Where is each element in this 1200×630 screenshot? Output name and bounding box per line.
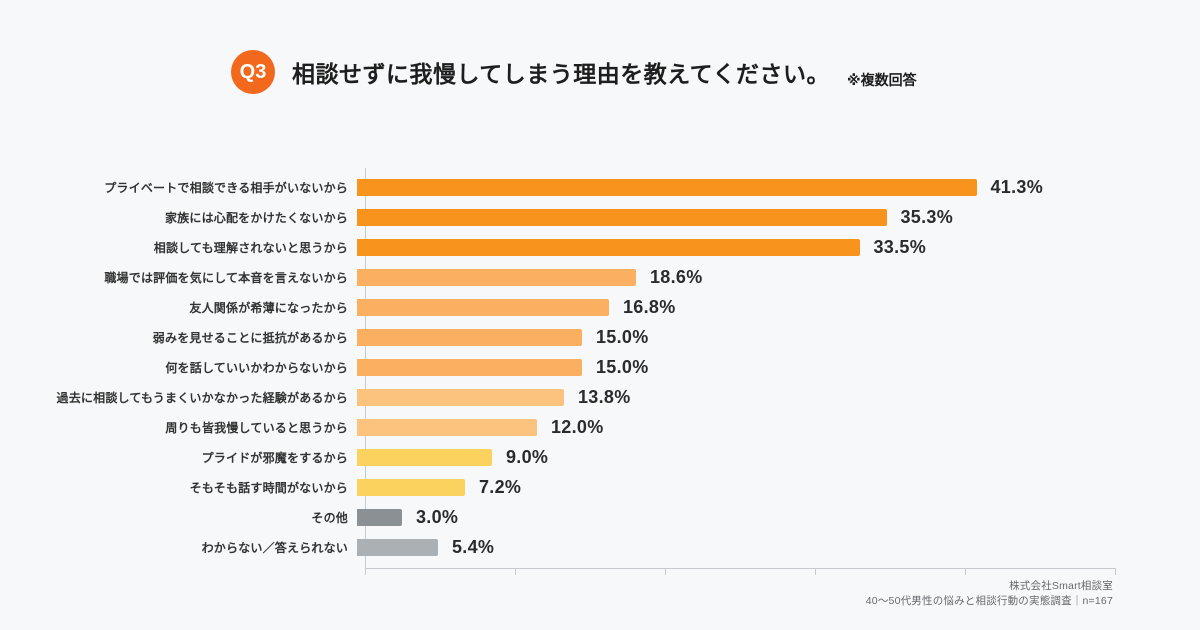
x-axis-tick <box>515 568 516 575</box>
multiple-answer-note: ※複数回答 <box>846 72 917 88</box>
bar-track: 5.4% <box>357 537 1107 558</box>
bar-row: プライベートで相談できる相手がいないから 41.3% <box>0 172 1200 202</box>
bar-row: その他 3.0% <box>0 502 1200 532</box>
x-axis-tick <box>1115 568 1116 575</box>
bar-track: 15.0% <box>357 327 1107 348</box>
bar <box>357 478 465 496</box>
bar <box>357 538 438 556</box>
value-label: 41.3% <box>990 176 1044 197</box>
x-axis-tick <box>365 568 366 575</box>
value-label: 15.0% <box>596 326 649 347</box>
value-label: 7.2% <box>479 476 522 497</box>
bar-track: 3.0% <box>357 507 1107 528</box>
company-name: 株式会社Smart相談室 <box>1009 580 1113 592</box>
bar-track: 15.0% <box>357 357 1107 378</box>
bar-track: 13.8% <box>357 387 1107 408</box>
bar <box>357 328 582 346</box>
bar <box>357 268 636 286</box>
bar-row: 弱みを見せることに抵抗があるから 15.0% <box>0 322 1200 352</box>
bar <box>357 508 402 526</box>
bar <box>357 298 609 316</box>
category-label: その他 <box>311 510 348 525</box>
category-label: 弱みを見せることに抵抗があるから <box>152 330 348 345</box>
bar-track: 7.2% <box>357 477 1107 498</box>
x-axis-tick <box>965 568 966 575</box>
bar-row: わからない／答えられない 5.4% <box>0 532 1200 562</box>
bar-track: 9.0% <box>357 447 1107 468</box>
bar-track: 33.5% <box>357 237 1107 258</box>
category-label: プライベートで相談できる相手がいないから <box>104 180 348 195</box>
value-label: 9.0% <box>506 446 549 467</box>
question-header: Q3 相談せずに我慢してしまう理由を教えてください。 ※複数回答 <box>231 50 917 94</box>
x-axis-ticks <box>365 568 1116 575</box>
value-label: 5.4% <box>452 536 495 557</box>
bar-row: 何を話していいかわからないから 15.0% <box>0 352 1200 382</box>
value-label: 35.3% <box>900 206 954 227</box>
x-axis-line <box>365 568 1115 569</box>
bar-row: 職場では評価を気にして本音を言えないから 18.6% <box>0 262 1200 292</box>
category-label: わからない／答えられない <box>201 540 348 555</box>
bar <box>357 178 977 196</box>
bar-track: 41.3% <box>357 177 1107 198</box>
bar-row: 相談しても理解されないと思うから 33.5% <box>0 232 1200 262</box>
bar-track: 12.0% <box>357 417 1107 438</box>
bar <box>357 388 564 406</box>
bar-row: 過去に相談してもうまくいかなかった経験があるから 13.8% <box>0 382 1200 412</box>
x-axis-tick <box>665 568 666 575</box>
survey-info: 40〜50代男性の悩みと相談行動の実態調査｜n=167 <box>865 595 1113 608</box>
bar <box>357 418 537 436</box>
category-label: 家族には心配をかけたくないから <box>164 210 348 225</box>
category-label: 友人関係が希薄になったから <box>189 300 348 315</box>
bar-track: 16.8% <box>357 297 1107 318</box>
bar-row: 家族には心配をかけたくないから 35.3% <box>0 202 1200 232</box>
value-label: 15.0% <box>596 356 649 377</box>
bar-track: 35.3% <box>357 207 1107 228</box>
bar-row: そもそも話す時間がないから 7.2% <box>0 472 1200 502</box>
bar <box>357 358 582 376</box>
bar-track: 18.6% <box>357 267 1107 288</box>
category-label: 周りも皆我慢していると思うから <box>165 420 348 435</box>
category-label: そもそも話す時間がないから <box>189 480 348 495</box>
bar-row: プライドが邪魔をするから 9.0% <box>0 442 1200 472</box>
x-axis-tick <box>815 568 816 575</box>
value-label: 13.8% <box>578 386 631 407</box>
value-label: 18.6% <box>650 266 703 287</box>
value-label: 33.5% <box>873 236 927 257</box>
bar-rows: プライベートで相談できる相手がいないから 41.3% 家族には心配をかけたくないから… <box>0 172 1200 562</box>
source-footer: 株式会社Smart相談室 40〜50代男性の悩みと相談行動の実態調査｜n=167 <box>866 579 1113 609</box>
question-title: 相談せずに我慢してしまう理由を教えてください。 <box>292 61 830 87</box>
value-label: 16.8% <box>622 296 676 317</box>
category-label: 相談しても理解されないと思うから <box>153 240 348 255</box>
category-label: プライドが邪魔をするから <box>201 450 348 465</box>
question-number-badge: Q3 <box>231 50 275 94</box>
bar <box>357 238 860 256</box>
value-label: 12.0% <box>551 416 604 437</box>
category-label: 過去に相談してもうまくいかなかった経験があるから <box>56 390 348 405</box>
bar-row: 周りも皆我慢していると思うから 12.0% <box>0 412 1200 442</box>
value-label: 3.0% <box>416 506 459 527</box>
category-label: 何を話していいかわからないから <box>165 360 348 375</box>
category-label: 職場では評価を気にして本音を言えないから <box>104 270 348 285</box>
bar <box>357 448 492 466</box>
bar <box>357 208 887 226</box>
bar-row: 友人関係が希薄になったから 16.8% <box>0 292 1200 322</box>
